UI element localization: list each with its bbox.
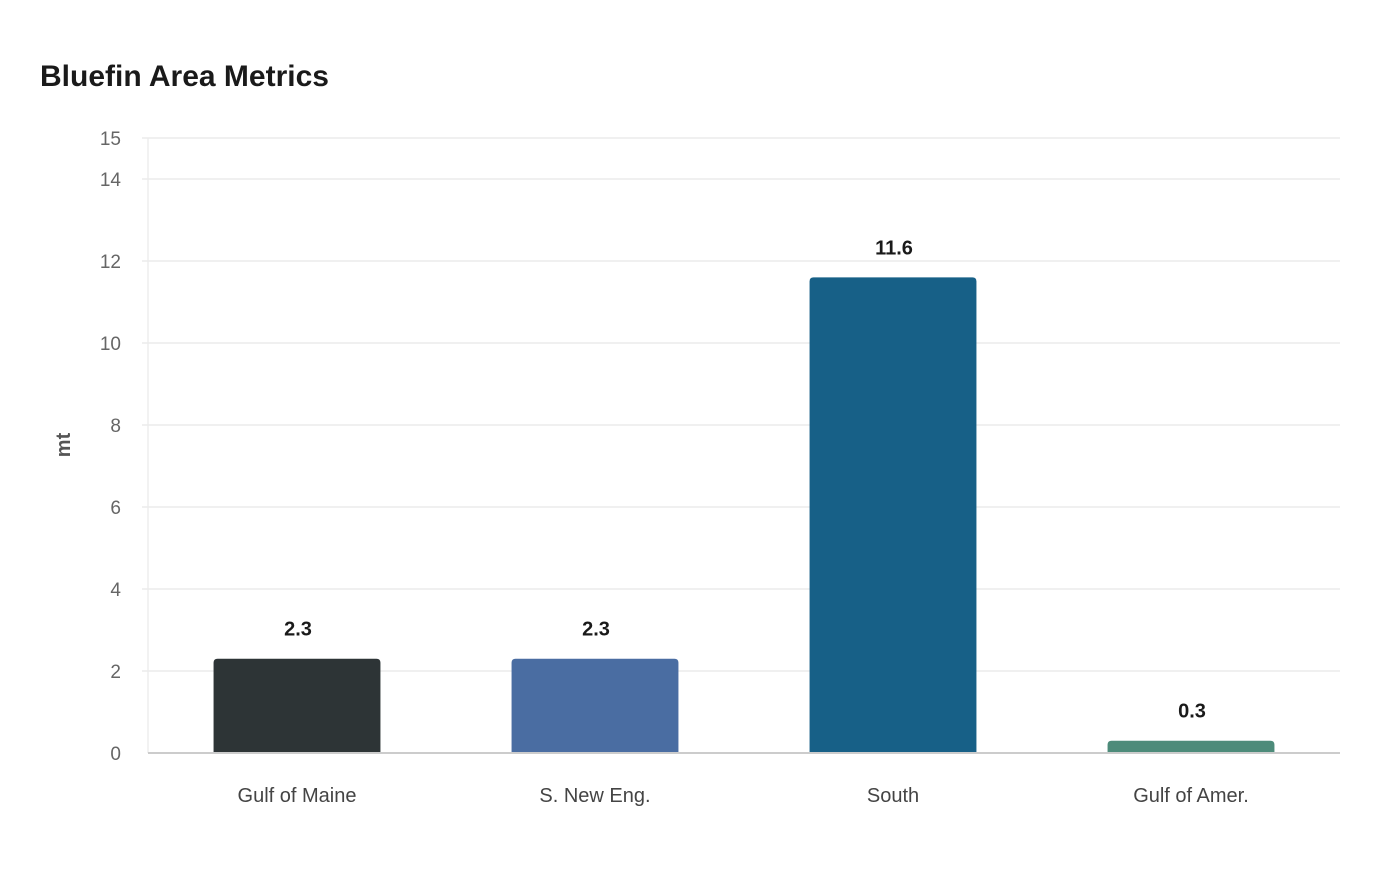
labels: 0 2 4 6 8 10 12 14 15 2.3 Gulf of Maine 2.3 S. New E… [100,129,1340,807]
y-axis-label: mt [53,432,75,457]
y-tick-label: 12 [100,252,121,273]
y-tick-label: 14 [100,170,122,191]
data-label: 2.3 [284,619,312,641]
bar [511,658,679,753]
bar [1107,740,1275,753]
x-tick-label: South [867,785,919,807]
y-tick-label: 2 [110,662,121,683]
x-tick-label: Gulf of Maine [238,785,357,807]
y-tick-label: 10 [100,334,121,355]
x-tick-label: S. New Eng. [539,785,650,807]
bars [213,277,1275,753]
data-label: 0.3 [1178,701,1206,723]
y-tick-label: 15 [100,129,121,150]
x-tick-label: Gulf of Amer. [1133,785,1249,807]
bar [809,277,977,753]
chart-title: Bluefin Area Metrics [40,60,329,93]
y-tick-label: 6 [110,498,121,519]
data-label: 2.3 [582,619,610,641]
y-tick-label: 0 [110,744,121,765]
bar [213,658,381,753]
y-tick-label: 4 [110,580,121,601]
data-label: 11.6 [875,237,913,259]
y-tick-label: 8 [110,416,121,437]
